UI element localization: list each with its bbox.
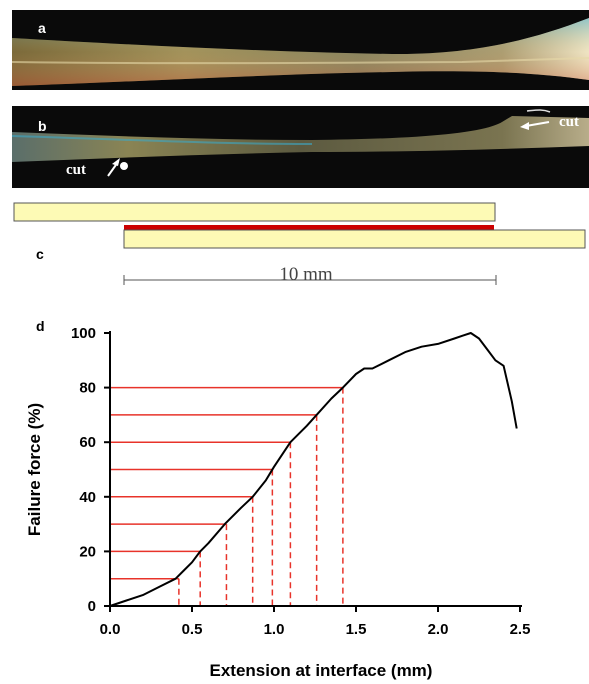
x-tick-label-1.0: 1.0 [264,621,285,638]
x-tick-label-0.5: 0.5 [182,621,203,638]
arrow-right-shaft [525,121,550,127]
panel-d-letter: d [36,318,45,334]
panel-a-letter: a [38,20,46,36]
fibre-highlight [12,57,589,65]
axes: 0.0 0.5 1.0 1.5 2.0 2.5 0 20 40 60 80 100 [71,325,530,638]
cut-label-left: cut [66,162,86,178]
upper-strip [13,202,496,222]
panel-d-chart: 0.0 0.5 1.0 1.5 2.0 2.5 0 20 40 60 80 100 Extension… [25,325,530,680]
arrow-left-head [112,158,120,166]
panel-b-photo: b cut cut [12,106,589,188]
x-tick-label-0.0: 0.0 [100,621,121,638]
fibre-body [12,116,589,162]
x-tick-label-2.0: 2.0 [428,621,449,638]
fibre-sheen [12,18,589,86]
y-tick-label-60: 60 [79,434,96,451]
arrow-right-head [520,122,529,130]
y-axis-label: Failure force (%) [25,403,44,536]
force-curve [109,332,518,607]
scale-bar-label: 10 mm [279,264,333,285]
fibre-sheen [12,135,313,145]
cut-label-right: cut [559,114,579,130]
y-tick-label-20: 20 [79,543,96,560]
panel-b-fibre-image [12,109,589,177]
panel-c-schematic: 10 mm [13,202,586,285]
guide-lines [110,386,344,606]
x-tick-label-1.5: 1.5 [346,621,367,638]
overlap-bond [124,225,494,230]
panel-b-letter: b [38,118,47,134]
panel-a-fibre-image [12,18,589,90]
lower-strip [123,229,586,249]
panel-c-letter: c [36,246,44,262]
y-tick-label-100: 100 [71,325,96,342]
y-tick-label-0: 0 [88,598,96,615]
panel-a-photo: a [12,10,589,90]
cut-mark-left [120,162,128,170]
x-axis-label: Extension at interface (mm) [210,661,433,680]
y-tick-label-40: 40 [79,489,96,506]
x-tick-label-2.5: 2.5 [510,621,531,638]
y-tick-label-80: 80 [79,380,96,397]
force-curve-series-0 [109,332,518,607]
cut-fibre-end [526,109,551,113]
